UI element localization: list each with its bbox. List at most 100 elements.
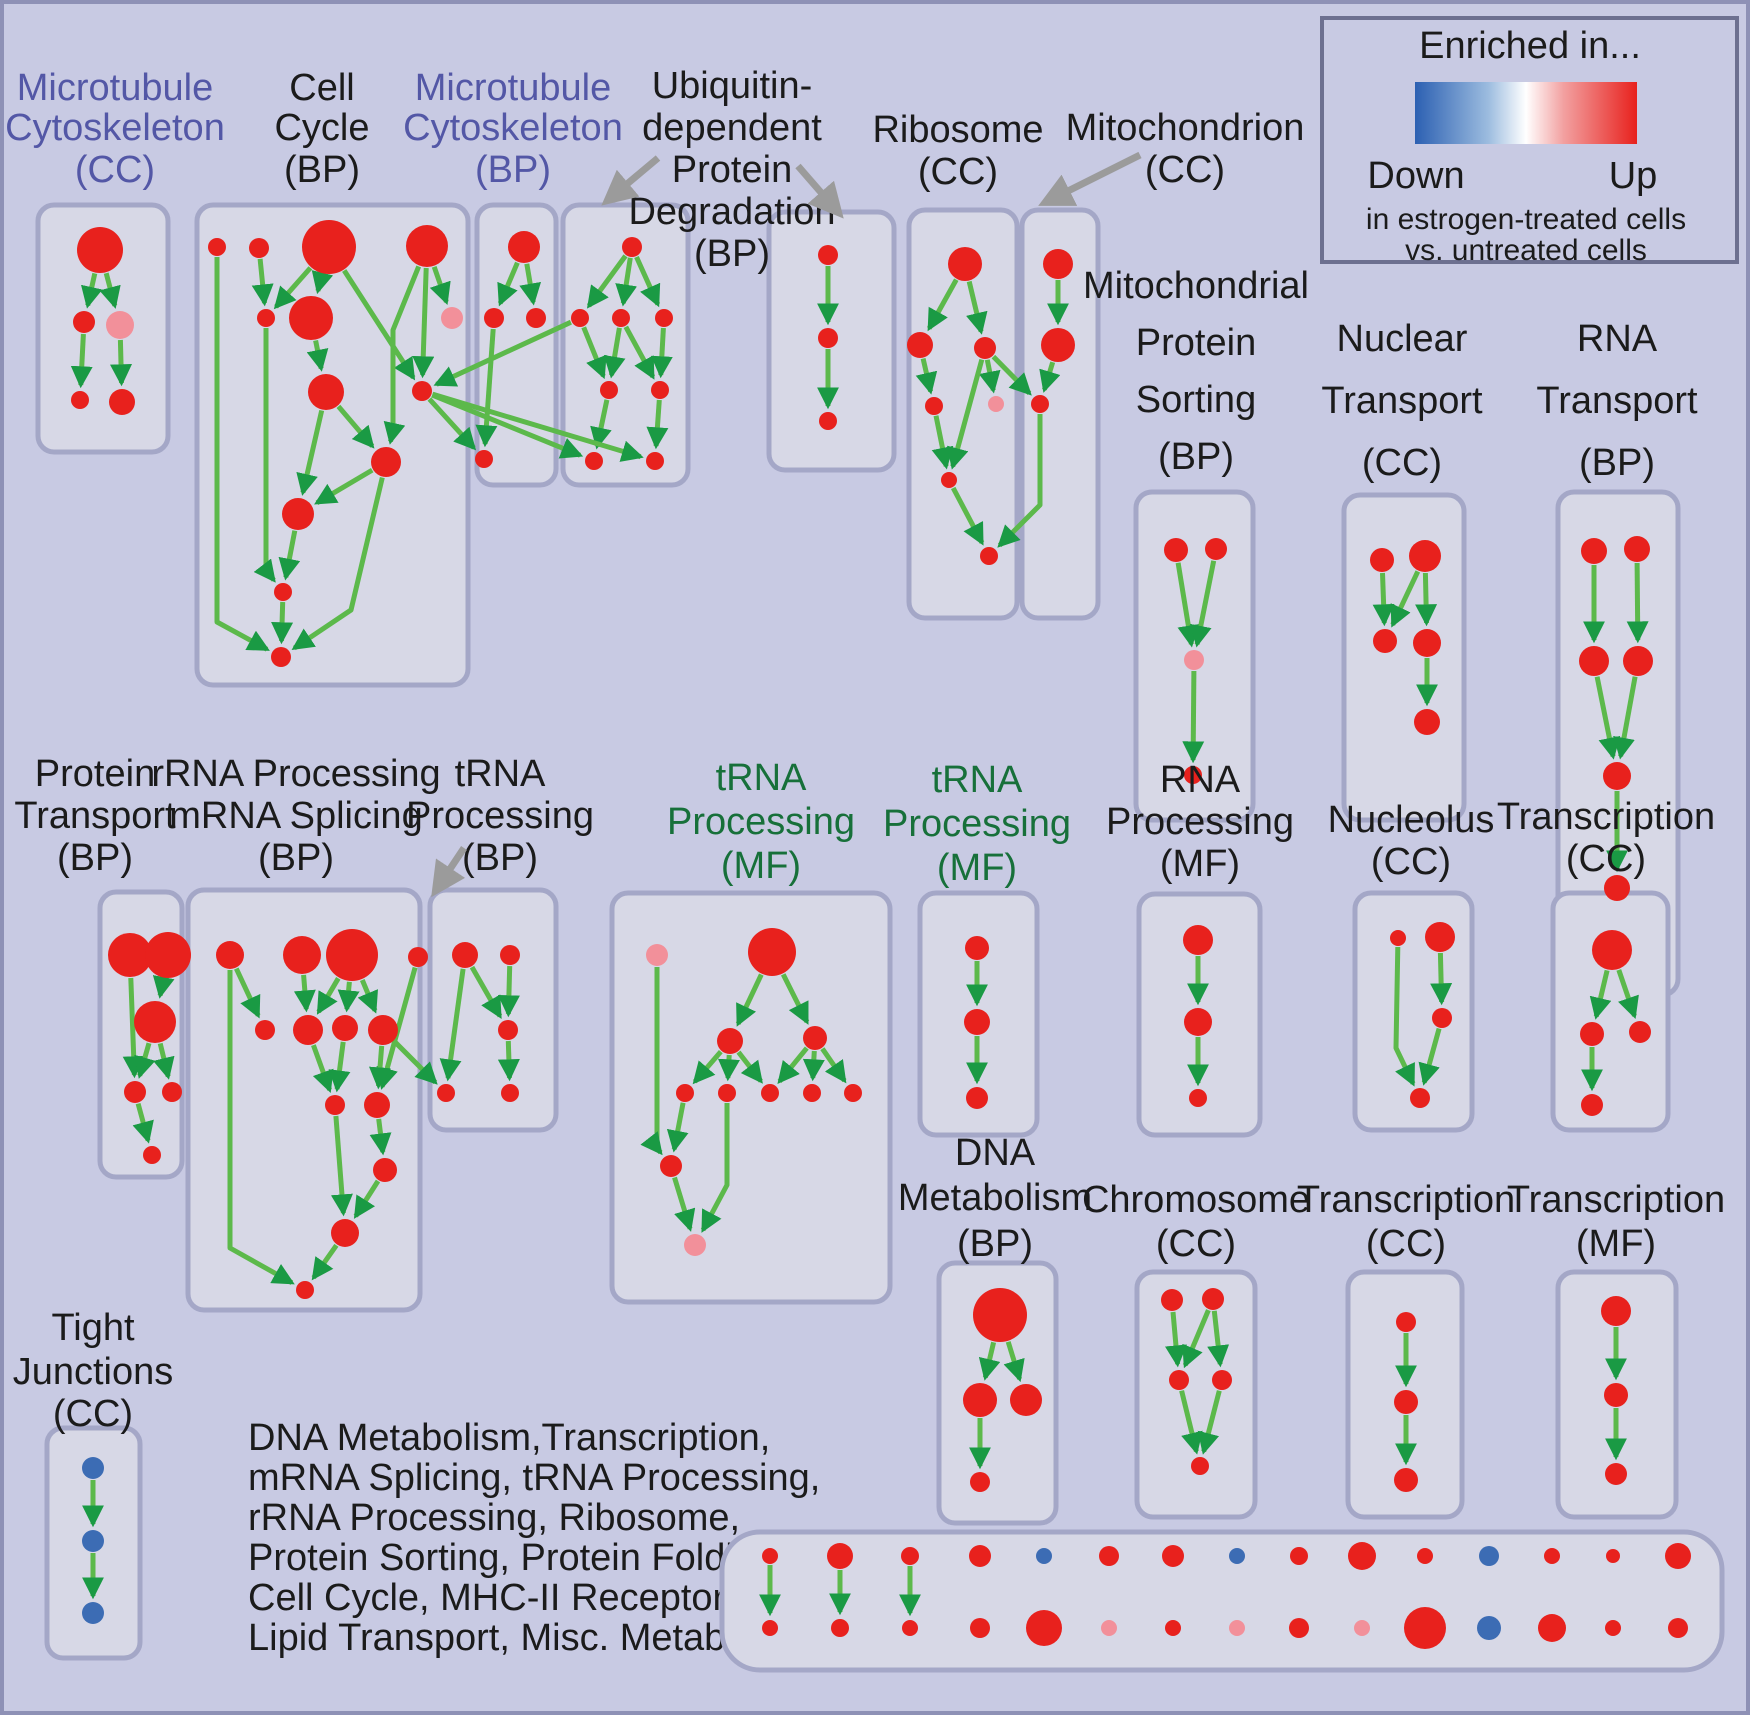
matrix-node-bottom-1 — [831, 1619, 849, 1637]
edge-nuc_t — [1415, 572, 1438, 627]
callout-arrow-0 — [601, 155, 661, 206]
node-dna_met-2 — [1010, 1384, 1042, 1416]
edge-rrna — [357, 979, 378, 1014]
node-trna_mf_small-1 — [964, 1009, 990, 1035]
edge-dna_met — [978, 1341, 1001, 1381]
edge-trans_cc2 — [1616, 969, 1639, 1020]
callout-arrow-1 — [795, 163, 844, 219]
edge-rrna — [369, 1118, 392, 1156]
callout-arrow-2 — [1038, 151, 1142, 206]
misc-category-text-1: mRNA Splicing, tRNA Processing, — [248, 1457, 820, 1499]
node-rna_t-4 — [1603, 762, 1631, 790]
misc-category-text-0: DNA Metabolism,Transcription, — [248, 1417, 770, 1459]
node-prot_t-4 — [162, 1082, 182, 1102]
edge-nuc_t — [1372, 572, 1395, 627]
cluster-label-ub_a-line-0: Ubiquitin- — [652, 65, 813, 107]
edge-ribosome — [931, 415, 954, 470]
edges-layer — [70, 254, 1649, 1600]
matrix-node-top-5 — [1099, 1546, 1119, 1566]
edge-mt_cc — [70, 333, 93, 389]
node-rrna-11 — [331, 1219, 359, 1247]
node-ribosome-4 — [988, 396, 1004, 412]
cluster-label-trans_mf-line-0: Transcription — [1507, 1179, 1725, 1221]
cluster-label-ribosome-line-1: (CC) — [918, 151, 998, 193]
node-trans_mf-0 — [1601, 1296, 1631, 1326]
node-cell_cycle-10 — [282, 498, 314, 530]
edge-trna_bp — [469, 965, 503, 1019]
matrix-node-bottom-11 — [1477, 1616, 1501, 1640]
matrix-node-top-4 — [1036, 1548, 1052, 1564]
edge-rrna — [311, 1243, 339, 1281]
cluster-label-ub_a-line-2: Protein — [672, 149, 792, 191]
node-rrna-3 — [408, 947, 428, 967]
matrix-node-bottom-14 — [1668, 1618, 1688, 1638]
edge-trans_cc2 — [1589, 969, 1612, 1020]
node-nuc_t-3 — [1413, 629, 1441, 657]
edge-cell_cycle — [314, 467, 374, 505]
node-chromosome-4 — [1191, 1457, 1209, 1475]
cluster-box-nuc_t — [1341, 492, 1467, 823]
node-trna_mf_big-8 — [844, 1084, 862, 1102]
edge-chromosome — [1182, 1309, 1211, 1369]
cluster-label-tight_j-line-2: (CC) — [53, 1393, 133, 1435]
node-nuc_t-1 — [1409, 540, 1441, 572]
node-rna_t-3 — [1623, 646, 1653, 676]
edge-ribosome — [915, 358, 938, 395]
matrix-node-top-12 — [1544, 1548, 1560, 1564]
cross-edge — [431, 391, 644, 462]
edge-rrna — [330, 1115, 353, 1217]
node-chromosome-0 — [1161, 1289, 1183, 1311]
edge-mt_bp — [475, 328, 498, 448]
legend-gradient-bar — [1415, 82, 1637, 144]
node-trna_mf_big-10 — [684, 1234, 706, 1256]
node-cell_cycle-2 — [302, 220, 356, 274]
legend: Enriched in... Down Up in estrogen-treat… — [1320, 16, 1739, 267]
cross-edge — [392, 1039, 438, 1085]
node-rna_proc-2 — [1189, 1089, 1207, 1107]
node-rna_proc-0 — [1183, 925, 1213, 955]
cluster-label-ribosome-line-0: Ribosome — [872, 109, 1043, 151]
edge-trna_mf_big — [672, 1176, 696, 1232]
node-trna_bp-3 — [437, 1084, 455, 1102]
node-mt_cc-1 — [73, 311, 95, 333]
edge-cell_cycle — [296, 409, 325, 496]
cluster-label-trans_cc2-line-0: Transcription — [1497, 796, 1715, 838]
node-prot_t-3 — [124, 1081, 146, 1103]
cluster-label-rna_t-line-2: (BP) — [1579, 442, 1655, 484]
cross-edge — [997, 414, 1043, 548]
node-chromosome-3 — [1212, 1370, 1232, 1390]
node-cell_cycle-12 — [271, 647, 291, 667]
edge-mt_bp — [519, 263, 542, 306]
cluster-box-nucleolus — [1352, 890, 1475, 1133]
node-nuc_t-2 — [1373, 629, 1397, 653]
cluster-label-rna_t-line-0: RNA — [1577, 318, 1658, 360]
cluster-label-rna_proc-line-0: RNA — [1160, 759, 1241, 801]
cluster-box-trans_cc2 — [1550, 890, 1671, 1133]
node-trans_cc3-1 — [1394, 1390, 1418, 1414]
edge-cell_cycle — [311, 270, 334, 295]
node-trna_bp-2 — [498, 1020, 518, 1040]
edge-cell_cycle — [342, 269, 416, 381]
edge-chromosome — [1197, 1390, 1222, 1455]
cluster-label-nucleolus-line-0: Nucleolus — [1328, 799, 1495, 841]
matrix-node-top-6 — [1162, 1545, 1184, 1567]
node-trans_cc2-2 — [1629, 1021, 1651, 1043]
edge-trna_mf_big — [640, 967, 663, 1156]
edge-trna_mf_big — [735, 973, 764, 1027]
matrix-node-bottom-0 — [762, 1620, 778, 1636]
cluster-label-nucleolus-line-1: (CC) — [1371, 841, 1451, 883]
node-rna_t-2 — [1579, 646, 1609, 676]
node-rna_proc-1 — [1184, 1008, 1212, 1036]
matrix-node-bottom-6 — [1165, 1620, 1181, 1636]
node-chromosome-1 — [1202, 1288, 1224, 1310]
node-trna_bp-4 — [501, 1084, 519, 1102]
cluster-label-prot_t-line-0: Protein — [35, 753, 155, 795]
cluster-label-trans_cc3-line-1: (CC) — [1366, 1223, 1446, 1265]
matrix-node-bottom-10 — [1404, 1607, 1446, 1649]
node-mps-2 — [1184, 650, 1204, 670]
edge-dna_met — [1003, 1341, 1025, 1383]
edge-rrna — [311, 1044, 334, 1094]
edge-trna_mf_big — [802, 1050, 825, 1082]
edge-rrna — [227, 970, 295, 1285]
